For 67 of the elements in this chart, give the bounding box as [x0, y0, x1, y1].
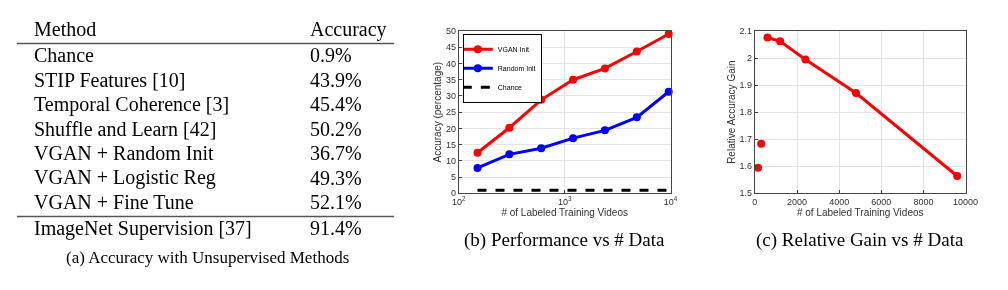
y-tick-label: 2 [747, 53, 753, 64]
text: Accuracy [310, 18, 387, 41]
category-label: Chance [34, 44, 95, 66]
y-axis-title: Accuracy (percentage) [432, 61, 444, 163]
y-tick-label: 1.5 [739, 188, 753, 199]
y-tick-label: 15 [446, 139, 457, 150]
x-tick-label: 6000 [871, 197, 892, 208]
text: (b) Performance vs # Data [464, 229, 666, 251]
text: 91.4% [310, 217, 362, 239]
y-tick-label: 35 [446, 74, 457, 85]
category-label: Shuffle and Learn [42] [34, 118, 217, 140]
point [600, 126, 609, 135]
text: 0.9% [310, 44, 352, 66]
y-tick-label: 30 [446, 91, 457, 102]
text: (a) Accuracy with Unsupervised Methods [66, 248, 350, 267]
point [473, 163, 482, 172]
x-axis-title: # of Labeled Training Videos [501, 207, 628, 219]
point [754, 163, 763, 172]
point [537, 144, 546, 153]
point [757, 139, 766, 148]
x-axis-title: # of Labeled Training Videos [796, 207, 924, 219]
point [763, 33, 772, 42]
point [632, 113, 641, 122]
text: (c) Relative Gain vs # Data [756, 229, 964, 251]
y-tick-label: 2.1 [739, 26, 753, 37]
text: 43.9% [310, 69, 362, 91]
text: 50.2% [310, 118, 362, 140]
y-tick-label: 5 [451, 172, 457, 183]
x-tick-label: 8000 [913, 197, 934, 208]
point [953, 171, 962, 180]
text: 49.3% [310, 167, 362, 189]
point [632, 47, 641, 56]
point [569, 75, 578, 84]
y-tick-label: 1.7 [739, 134, 753, 145]
y-tick-label: 1.6 [739, 161, 753, 172]
y-tick-label: 45 [446, 42, 457, 53]
text: Method [34, 18, 97, 40]
category-label: VGAN + Fine Tune [34, 191, 194, 213]
x-tick-label: 10000 [953, 197, 979, 208]
text: 45.4% [310, 93, 362, 115]
category-label: Temporal Coherence [3] [34, 93, 230, 116]
category-label: VGAN + Logistic Reg [34, 166, 216, 189]
point [801, 55, 810, 64]
point [505, 123, 514, 132]
y-tick-label: 20 [446, 123, 457, 134]
point [505, 150, 514, 159]
category-label: STIP Features [10] [34, 69, 186, 91]
point [776, 37, 785, 46]
point [569, 134, 578, 143]
text: 52.1% [310, 191, 362, 213]
point [600, 64, 609, 73]
y-tick-label: 50 [446, 26, 457, 37]
x-tick-label: 2000 [787, 197, 808, 208]
y-tick-label: 1.8 [739, 107, 753, 118]
y-tick-label: 1.9 [739, 80, 753, 91]
x-tick-label: 4000 [829, 197, 850, 208]
category-label: VGAN + Random Init [34, 142, 215, 164]
category-label: ImageNet Supervision [37] [34, 217, 252, 240]
y-axis-title: Relative Accuracy Gain [725, 60, 737, 164]
x-tick-label: 10$^{4}$ [663, 195, 678, 208]
x-tick-label: 10$^{3}$ [557, 195, 572, 208]
y-tick-label: 25 [446, 107, 457, 118]
point [852, 88, 861, 97]
y-tick-label: 40 [446, 58, 457, 69]
point [473, 148, 482, 157]
y-tick-label: 10 [446, 155, 457, 166]
text: 36.7% [310, 142, 362, 164]
